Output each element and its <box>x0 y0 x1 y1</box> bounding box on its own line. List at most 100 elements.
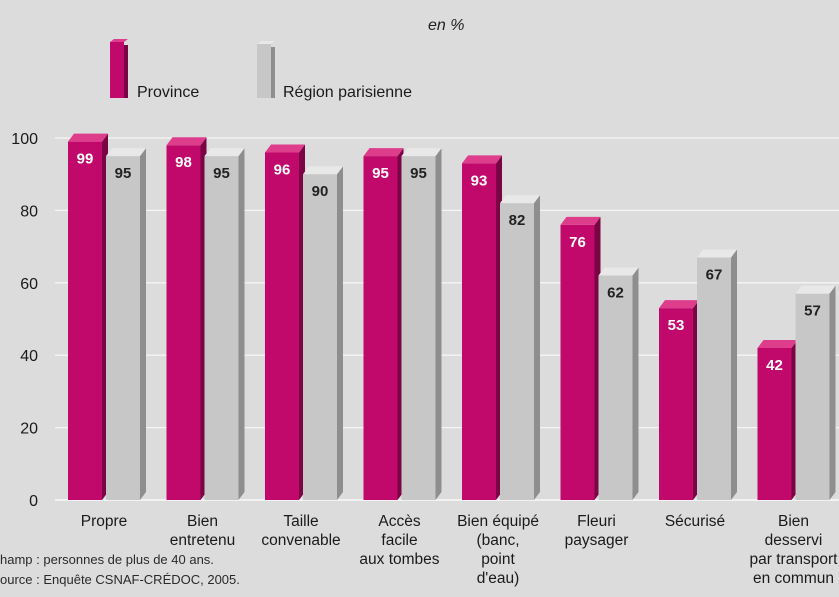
bar-side <box>534 195 540 500</box>
data-label: 93 <box>471 172 488 189</box>
legend-swatch-province <box>110 39 128 98</box>
x-category-line: Bien <box>187 513 218 530</box>
note-source: ource : Enquête CSNAF-CRÉDOC, 2005. <box>0 572 240 587</box>
y-tick-label: 100 <box>11 131 38 148</box>
bar-front <box>500 203 534 500</box>
bar-top <box>462 155 502 164</box>
x-category-line: Sécurisé <box>665 513 725 530</box>
bar-region: 67 <box>697 249 737 500</box>
bar-top <box>795 285 836 294</box>
bar-side <box>829 285 836 500</box>
data-label: 95 <box>213 165 230 182</box>
bar-front <box>204 156 239 500</box>
x-category-line: par transport <box>750 551 839 568</box>
y-tick-label: 80 <box>20 203 38 220</box>
bar-top <box>265 144 305 153</box>
bar-top <box>659 300 699 309</box>
bar-front <box>560 224 595 500</box>
x-category-line: Bien équipé <box>457 513 539 530</box>
y-tick-label: 40 <box>20 348 38 365</box>
bar-top <box>598 267 639 276</box>
x-category-line: en commun <box>753 570 834 587</box>
x-category-line: Fleuri <box>577 513 616 530</box>
bar-region: 57 <box>795 285 836 500</box>
bar-front <box>598 275 633 500</box>
bar-region: 95 <box>106 148 146 500</box>
bar-front <box>265 152 299 501</box>
x-category-line: Propre <box>81 513 128 530</box>
unit-label: en % <box>428 17 464 34</box>
bar-front <box>697 257 731 500</box>
bar-province: 99 <box>68 133 108 500</box>
bar-top <box>697 249 737 258</box>
x-category-label: Taille convenable <box>261 513 340 549</box>
x-category-line: Bien <box>778 513 809 530</box>
y-tick-label: 60 <box>20 276 38 293</box>
legend-swatch-region <box>257 41 275 98</box>
x-category-line: d'eau) <box>477 570 520 587</box>
bar-province: 96 <box>265 144 305 501</box>
data-label: 90 <box>312 183 329 200</box>
data-label: 76 <box>569 234 586 251</box>
x-category-label: Bien entretenu <box>170 513 236 549</box>
bar-front <box>106 156 140 500</box>
x-category-label: Accès facile aux tombes <box>359 513 439 568</box>
bar-region: 90 <box>303 166 343 500</box>
x-category-line: facile <box>381 532 417 549</box>
bar-front <box>303 174 337 500</box>
bar-region: 62 <box>598 267 639 500</box>
bar-side <box>435 148 442 500</box>
data-label: 99 <box>77 151 94 168</box>
note-champ: hamp : personnes de plus de 40 ans. <box>0 552 214 567</box>
data-label: 95 <box>372 165 389 182</box>
bar-province: 76 <box>560 216 601 500</box>
bar-top <box>303 166 343 175</box>
bar-province: 93 <box>462 155 502 500</box>
x-category-label: Propre <box>81 513 128 530</box>
bar-top <box>204 148 245 157</box>
data-label: 96 <box>274 161 291 178</box>
bar-top <box>757 339 798 348</box>
legend: Province Région parisienne <box>110 39 412 101</box>
bar-top <box>500 195 540 204</box>
bar-province: 98 <box>166 137 207 501</box>
x-category-line: entretenu <box>170 532 236 549</box>
bar-front <box>757 347 792 500</box>
x-category-label: Sécurisé <box>665 513 725 530</box>
bar-top <box>560 216 601 225</box>
y-tick-label: 0 <box>29 493 38 510</box>
bar-front <box>795 293 830 500</box>
bar-front <box>401 156 436 500</box>
bar-side <box>140 148 146 500</box>
bar-side <box>238 148 245 500</box>
x-category-label: Bien équipé (banc, point d'eau) <box>457 513 539 587</box>
data-label: 82 <box>509 212 526 229</box>
legend-label-region: Région parisienne <box>283 84 412 101</box>
bar-front <box>462 163 496 500</box>
data-label: 62 <box>607 285 624 302</box>
x-category-line: convenable <box>261 532 340 549</box>
x-category-label: Bien desservi par transport en commun <box>750 513 839 587</box>
bar-top <box>106 148 146 157</box>
data-label: 95 <box>410 165 427 182</box>
x-category-line: desservi <box>765 532 823 549</box>
bar-province: 53 <box>659 300 699 500</box>
x-category-line: Taille <box>283 513 318 530</box>
bar-region: 95 <box>204 148 245 500</box>
bar-front <box>363 156 398 500</box>
bar-front <box>68 141 102 500</box>
legend-label-province: Province <box>137 84 199 101</box>
data-label: 53 <box>668 317 685 334</box>
bars: 99 95 98 95 96 90 95 95 93 82 76 62 53 67 42 57 <box>68 133 836 501</box>
y-axis-ticks: 0 20 40 60 80 100 <box>11 131 38 510</box>
x-category-label: Fleuri paysager <box>565 513 629 549</box>
x-axis-categories: Propre Bien entretenu Taille convenable Accès… <box>81 513 838 587</box>
data-label: 42 <box>766 357 783 374</box>
data-label: 95 <box>115 165 132 182</box>
x-category-line: point <box>481 551 515 568</box>
bar-top <box>401 148 442 157</box>
data-label: 98 <box>175 154 192 171</box>
x-category-line: Accès <box>378 513 420 530</box>
bar-province: 42 <box>757 339 798 500</box>
